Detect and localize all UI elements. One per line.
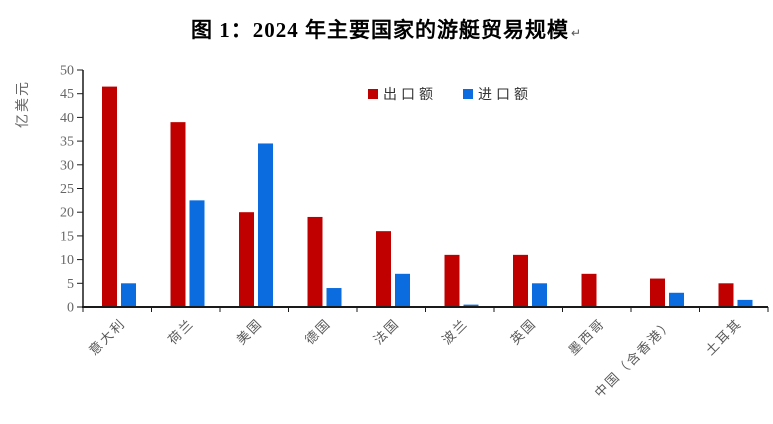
bar-import-8 [669,292,684,307]
bar-export-3 [307,216,323,307]
bar-export-0 [102,86,117,307]
paragraph-mark-icon: ↵ [570,26,583,40]
bar-export-1 [170,122,186,307]
y-tick-label: 45 [60,87,74,102]
import-swatch-icon [463,89,473,99]
y-tick-label: 25 [60,182,74,197]
x-category-label: 意大利 [86,316,128,358]
export-swatch-icon [368,89,378,99]
x-category-label: 土耳其 [702,316,744,358]
y-tick-label: 10 [60,253,74,268]
bar-import-0 [121,283,136,307]
legend-label-import: 进口额 [478,88,532,103]
y-tick-label: 35 [60,135,74,150]
bar-import-6 [532,283,547,307]
bar-export-7 [581,273,597,307]
y-axis-title: 亿美元 [15,80,31,128]
y-tick-label: 30 [60,158,74,173]
bar-import-2 [258,143,273,307]
bar-export-4 [376,231,391,307]
y-tick-label: 40 [60,111,74,126]
bar-export-2 [239,212,254,307]
bar-import-1 [189,200,205,307]
legend-item-export: 出口额 [368,84,437,104]
x-category-label: 荷兰 [165,316,197,348]
y-tick-label: 50 [60,64,74,79]
y-tick-label: 0 [67,301,74,316]
legend-item-import: 进口额 [463,84,532,104]
y-tick-label: 5 [67,277,74,292]
bar-import-4 [395,273,410,307]
chart-title: 图 1：2024 年主要国家的游艇贸易规模 ↵ [0,14,773,44]
x-category-label: 英国 [508,316,540,348]
bar-import-9 [737,299,753,307]
bar-import-3 [326,288,342,307]
bar-import-5 [463,304,479,307]
bar-export-6 [513,254,528,307]
y-tick-label: 20 [60,206,74,221]
legend-label-export: 出口额 [383,88,437,103]
x-category-label: 法国 [371,316,403,348]
bar-export-5 [444,254,460,307]
bar-export-8 [650,278,665,307]
bar-export-9 [718,283,734,307]
x-category-label: 波兰 [439,316,471,348]
y-tick-label: 15 [60,229,74,244]
chart-title-text: 图 1：2024 年主要国家的游艇贸易规模 [190,18,569,42]
x-category-label: 德国 [302,316,334,348]
x-category-label: 墨西哥 [565,316,607,358]
x-category-label: 美国 [234,316,266,348]
chart-legend: 出口额 进口额 [368,84,532,104]
